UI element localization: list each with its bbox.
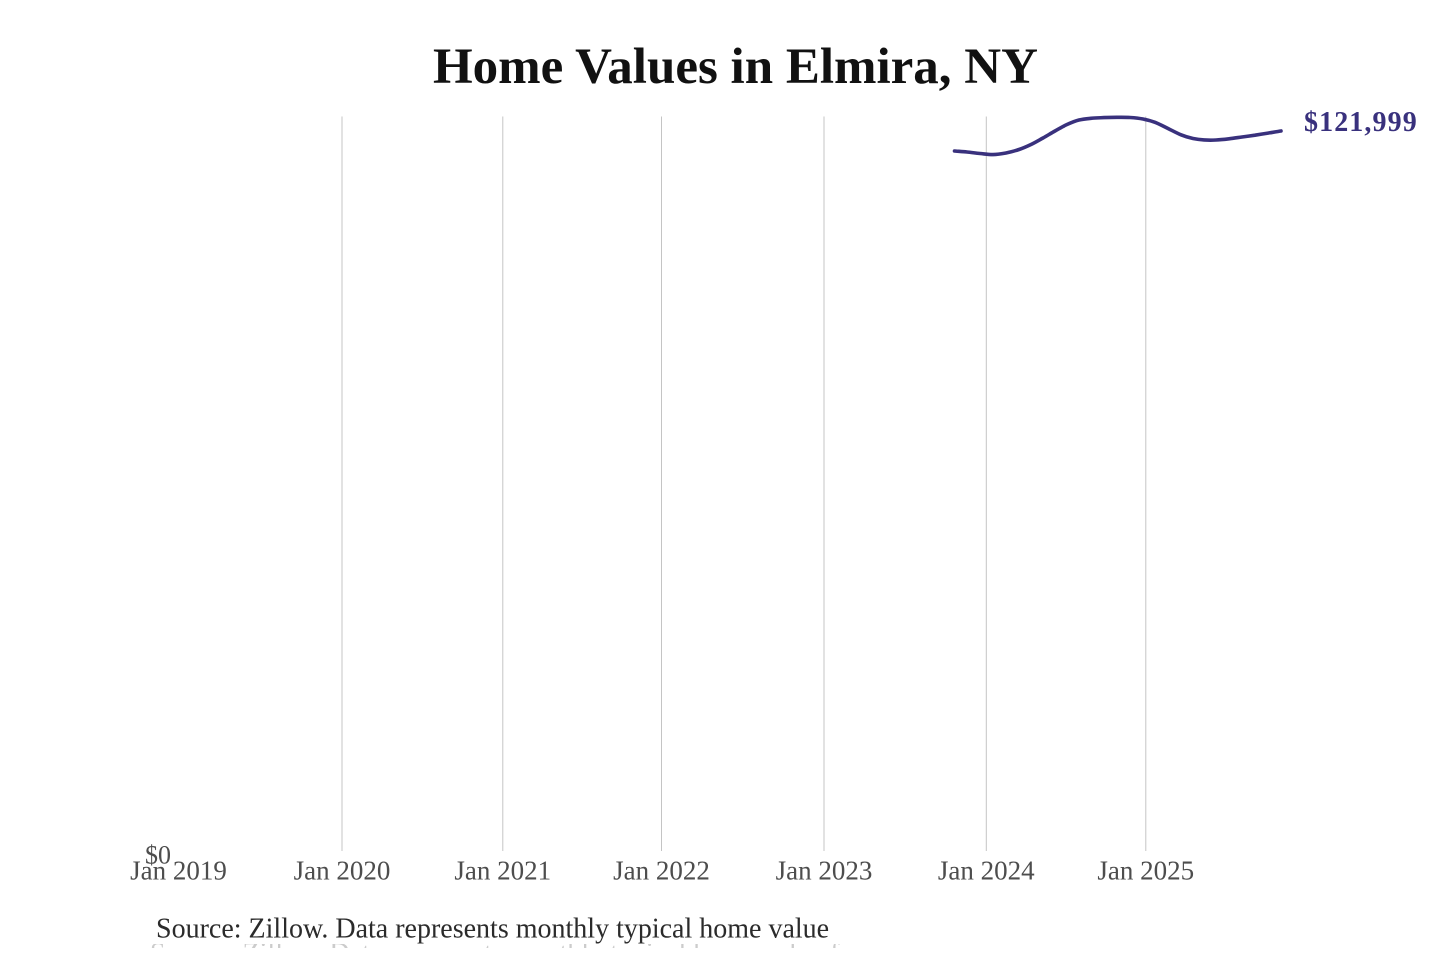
svg-text:Jan 2025: Jan 2025 bbox=[1097, 856, 1194, 886]
svg-text:Source: Zillow. Data represent: Source: Zillow. Data represents monthly … bbox=[150, 938, 863, 960]
svg-text:Jan 2022: Jan 2022 bbox=[613, 856, 710, 886]
svg-text:Jan 2024: Jan 2024 bbox=[938, 856, 1035, 886]
svg-text:Jan 2020: Jan 2020 bbox=[294, 856, 391, 886]
svg-text:Source: Zillow. Data represent: Source: Zillow. Data represents monthly … bbox=[156, 914, 829, 945]
svg-text:Jan 2021: Jan 2021 bbox=[454, 856, 551, 886]
svg-text:Jan 2023: Jan 2023 bbox=[776, 856, 873, 886]
svg-text:$121,999: $121,999 bbox=[1304, 107, 1418, 138]
svg-text:$0: $0 bbox=[145, 841, 171, 870]
svg-text:Jan 2019: Jan 2019 bbox=[130, 856, 227, 886]
svg-text:Home Values in Elmira, NY: Home Values in Elmira, NY bbox=[433, 39, 1038, 95]
